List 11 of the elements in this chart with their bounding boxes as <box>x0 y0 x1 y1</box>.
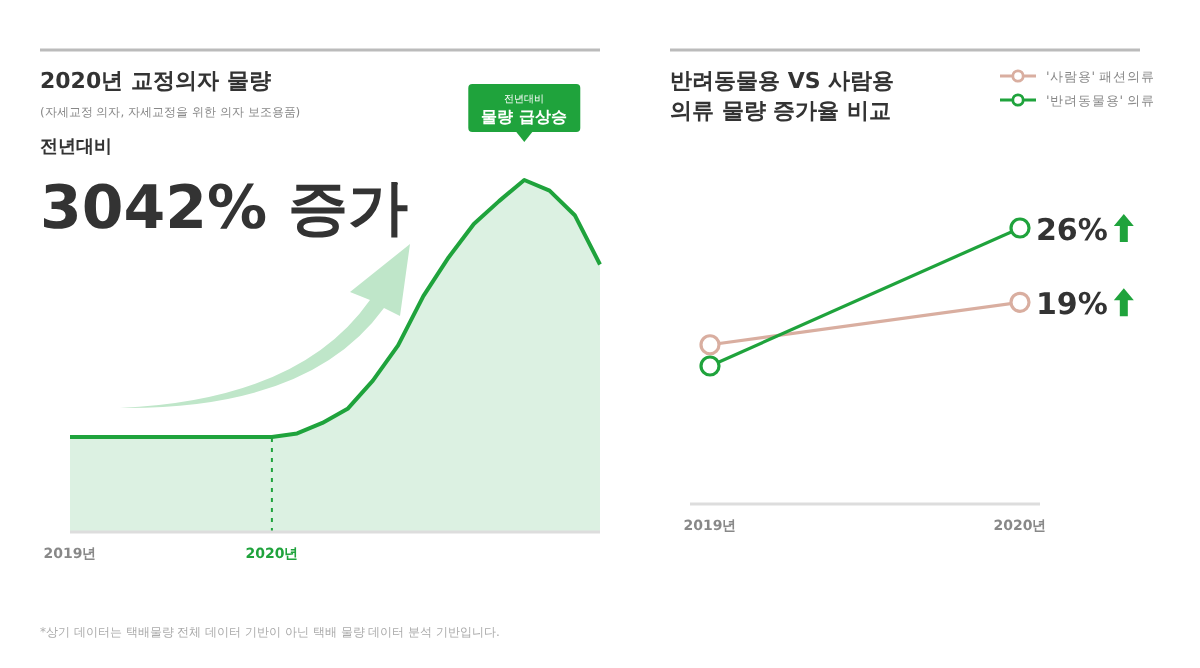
point <box>1009 291 1031 313</box>
chart-title: 반려동물용 VS 사람용 의류 물량 증가율 비교 <box>670 68 895 124</box>
chart-title: 2020년 교정의자 물량 <box>40 68 271 94</box>
point <box>1009 217 1031 239</box>
text: 물량 급상승 <box>481 108 568 126</box>
annotation: 3042% 증가 <box>40 174 408 244</box>
data-label: 26% <box>1036 212 1108 248</box>
point <box>699 355 721 377</box>
point <box>699 334 721 356</box>
text: 전년대비 <box>40 138 112 158</box>
data-label: 19% <box>1036 286 1108 323</box>
